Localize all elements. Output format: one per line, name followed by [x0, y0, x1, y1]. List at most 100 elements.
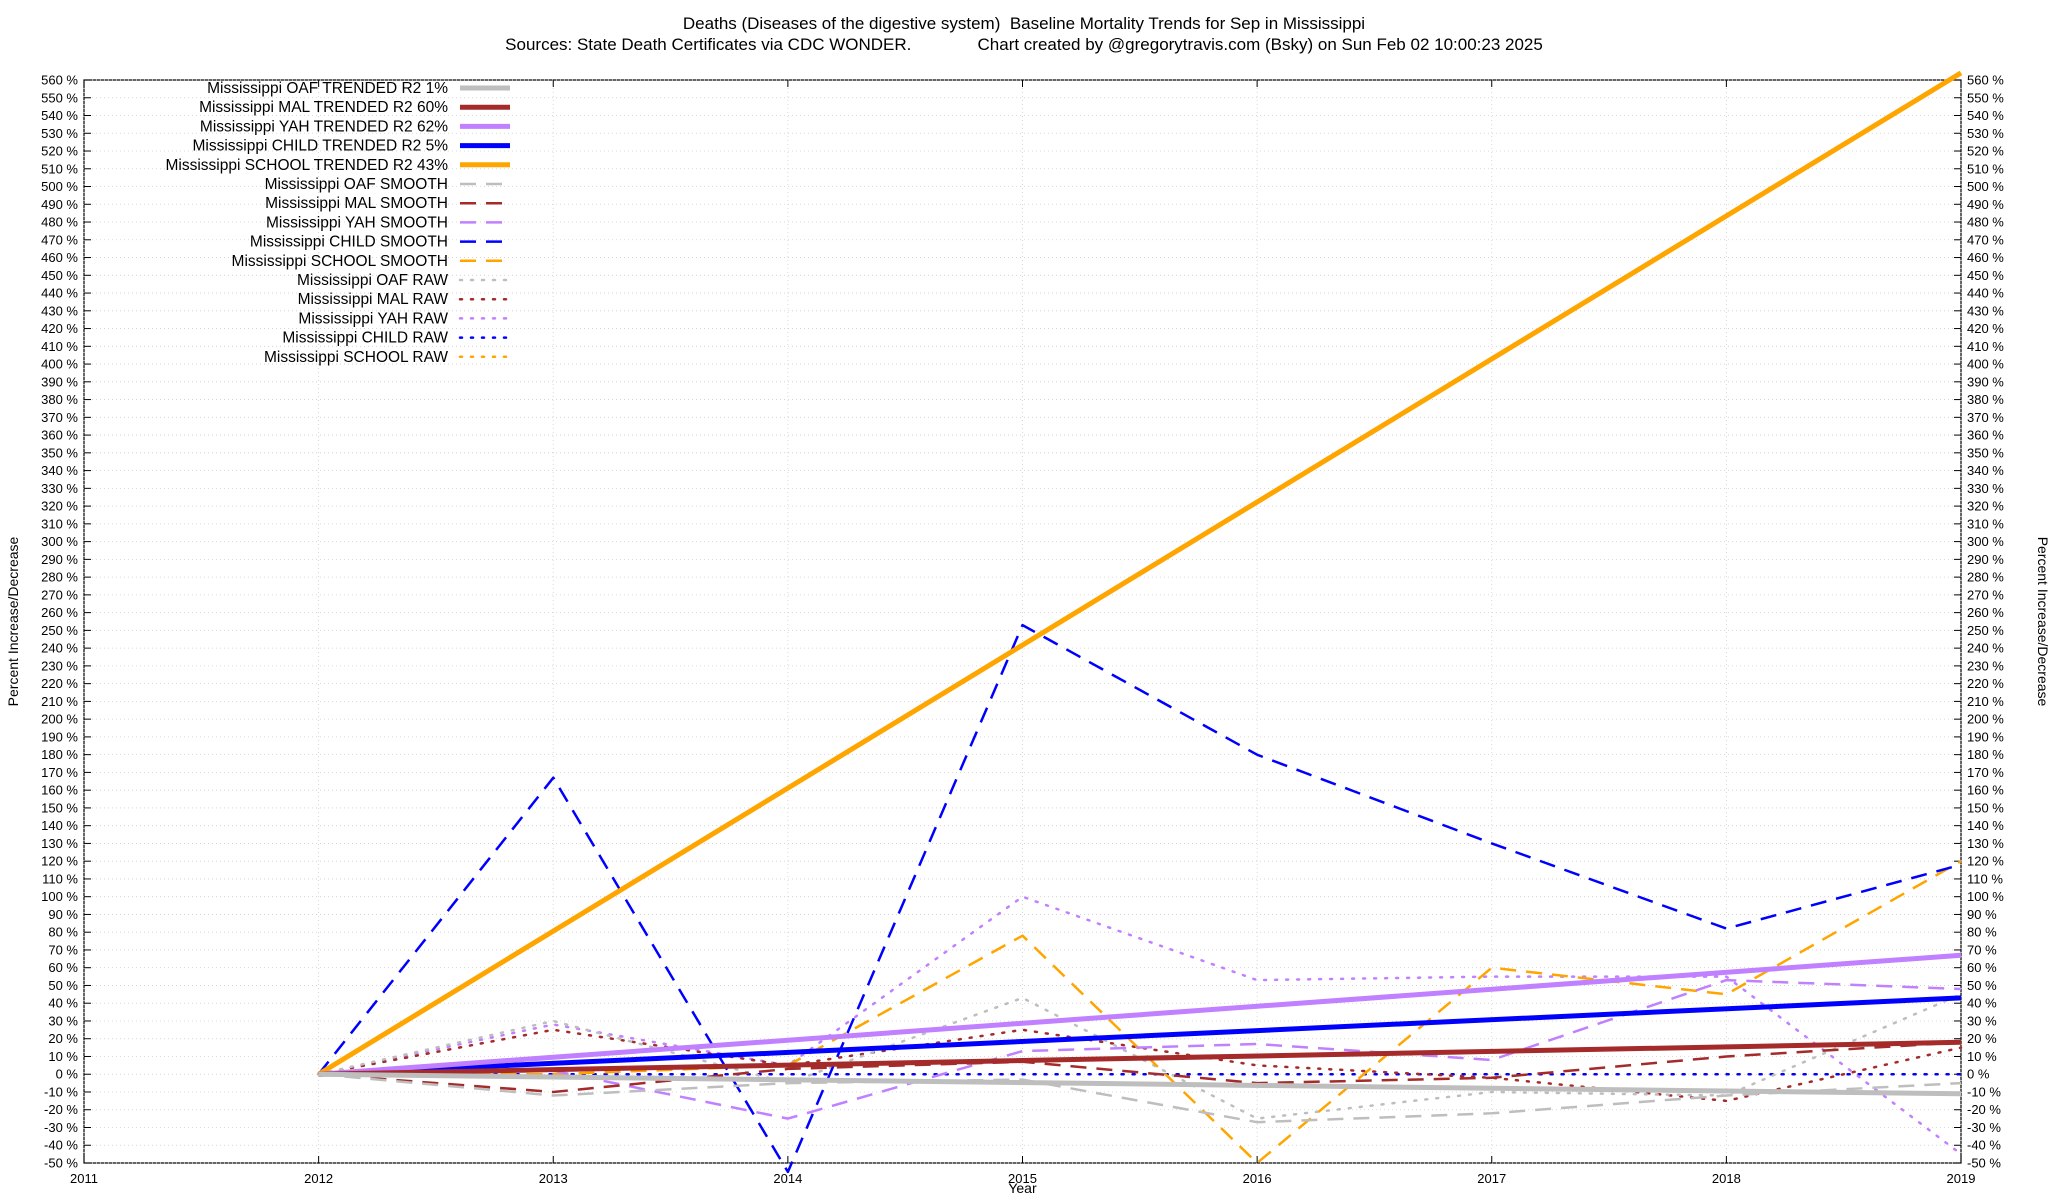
x-tick-label: 2015 [1008, 1171, 1037, 1186]
y-tick-label: 200 % [41, 712, 78, 727]
y2-tick-label: -40 % [1967, 1138, 2001, 1153]
y2-tick-label: 120 % [1967, 854, 2004, 869]
y2-tick-label: 530 % [1967, 126, 2004, 141]
y-tick-label: 230 % [41, 658, 78, 673]
y-tick-label: 40 % [48, 996, 78, 1011]
y2-tick-label: 470 % [1967, 232, 2004, 247]
y2-tick-label: 80 % [1967, 925, 1997, 940]
y-tick-label: 470 % [41, 232, 78, 247]
x-axis-label: Year [1008, 1180, 1037, 1196]
y2-tick-label: 500 % [1967, 179, 2004, 194]
y2-tick-label: 270 % [1967, 587, 2004, 602]
series-line-mississippi-yah-raw [317, 895, 1963, 1156]
y2-tick-label: 280 % [1967, 570, 2004, 585]
y2-tick-label: 90 % [1967, 907, 1997, 922]
y-tick-label: 390 % [41, 374, 78, 389]
y-tick-label: 180 % [41, 747, 78, 762]
y-tick-label: 450 % [41, 268, 78, 283]
y-tick-label: 430 % [41, 303, 78, 318]
y2-tick-label: 460 % [1967, 250, 2004, 265]
y-tick-label: 310 % [41, 516, 78, 531]
y-tick-label: 330 % [41, 481, 78, 496]
y-tick-label: 20 % [48, 1031, 78, 1046]
y-tick-label: 380 % [41, 392, 78, 407]
y-tick-label: -40 % [44, 1138, 78, 1153]
y2-tick-label: 400 % [1967, 357, 2004, 372]
chart-subtitle: Sources: State Death Certificates via CD… [505, 35, 1543, 54]
x-tick-label: 2011 [70, 1171, 98, 1186]
series-group [317, 70, 1963, 1174]
y-tick-label: 480 % [41, 215, 78, 230]
y-tick-label: 50 % [48, 978, 78, 993]
y-tick-label: 440 % [41, 286, 78, 301]
y2-tick-label: 520 % [1967, 144, 2004, 159]
y-tick-label: 410 % [41, 339, 78, 354]
y-tick-label: 100 % [41, 889, 78, 904]
y-tick-label: 530 % [41, 126, 78, 141]
y2-tick-label: 180 % [1967, 747, 2004, 762]
legend-label: Mississippi OAF RAW [297, 272, 448, 289]
y-tick-label: 0 % [56, 1067, 79, 1082]
y2-tick-label: 70 % [1967, 942, 1997, 957]
y2-tick-label: 190 % [1967, 729, 2004, 744]
y-tick-label: 290 % [41, 552, 78, 567]
series-line-mississippi-child-smooth [317, 623, 1962, 1174]
y-tick-label: 360 % [41, 428, 78, 443]
y2-tick-label: 130 % [1967, 836, 2004, 851]
legend-label: Mississippi OAF TRENDED R2 1% [207, 80, 448, 97]
legend-label: Mississippi CHILD SMOOTH [250, 234, 448, 251]
y2-tick-label: 480 % [1967, 215, 2004, 230]
y2-tick-label: 50 % [1967, 978, 1997, 993]
y2-tick-label: 110 % [1967, 871, 2003, 886]
y2-tick-label: 210 % [1967, 694, 2004, 709]
y2-tick-label: 320 % [1967, 499, 2004, 514]
y2-tick-label: 100 % [1967, 889, 2004, 904]
series-line-mississippi-school-smooth [318, 860, 1962, 1165]
y-tick-label: 190 % [41, 729, 78, 744]
y-tick-label: 280 % [41, 570, 78, 585]
legend-label: Mississippi YAH SMOOTH [266, 214, 448, 231]
y-tick-label: 540 % [41, 108, 78, 123]
x-tick-label: 2012 [304, 1171, 333, 1186]
y2-tick-label: 290 % [1967, 552, 2004, 567]
y-tick-label: 150 % [41, 800, 78, 815]
y2-tick-label: 240 % [1967, 641, 2004, 656]
y2-tick-label: 390 % [1967, 374, 2004, 389]
y-tick-label: 90 % [48, 907, 78, 922]
y-tick-label: 260 % [41, 605, 78, 620]
y2-tick-label: 310 % [1967, 516, 2004, 531]
y2-tick-label: 360 % [1967, 428, 2004, 443]
x-tick-label: 2019 [1947, 1171, 1976, 1186]
y-tick-label: 510 % [41, 161, 78, 176]
x-tick-label: 2018 [1712, 1171, 1741, 1186]
x-tick-label: 2016 [1243, 1171, 1272, 1186]
y2-tick-label: 20 % [1967, 1031, 1997, 1046]
legend-label: Mississippi SCHOOL RAW [264, 349, 448, 366]
y-tick-label: -10 % [44, 1084, 78, 1099]
legend-label: Mississippi CHILD RAW [282, 330, 448, 347]
legend-label: Mississippi MAL SMOOTH [265, 195, 448, 212]
y-tick-label: 110 % [42, 871, 78, 886]
y-tick-label: 560 % [41, 73, 78, 88]
y-tick-label: 300 % [41, 534, 78, 549]
y2-tick-label: -10 % [1967, 1084, 2001, 1099]
y-tick-label: 10 % [48, 1049, 78, 1064]
legend-label: Mississippi CHILD TRENDED R2 5% [192, 138, 448, 155]
y-tick-label: 420 % [41, 321, 78, 336]
x-tick-label: 2013 [539, 1171, 568, 1186]
y2-tick-label: -20 % [1967, 1102, 2001, 1117]
y-tick-label: 340 % [41, 463, 78, 478]
legend-label: Mississippi YAH RAW [298, 310, 448, 327]
chart-title: Deaths (Diseases of the digestive system… [682, 14, 1366, 33]
y2-tick-label: 150 % [1967, 800, 2004, 815]
y2-tick-label: 490 % [1967, 197, 2004, 212]
y2-tick-label: 510 % [1967, 161, 2004, 176]
y2-tick-label: 410 % [1967, 339, 2004, 354]
y-tick-label: 70 % [48, 942, 78, 957]
y2-tick-label: 10 % [1967, 1049, 1997, 1064]
y2-tick-label: 370 % [1967, 410, 2004, 425]
y-tick-label: 520 % [41, 144, 78, 159]
series-line-mississippi-school-trended-r2-43 [317, 70, 1963, 1077]
y-tick-label: 250 % [41, 623, 78, 638]
